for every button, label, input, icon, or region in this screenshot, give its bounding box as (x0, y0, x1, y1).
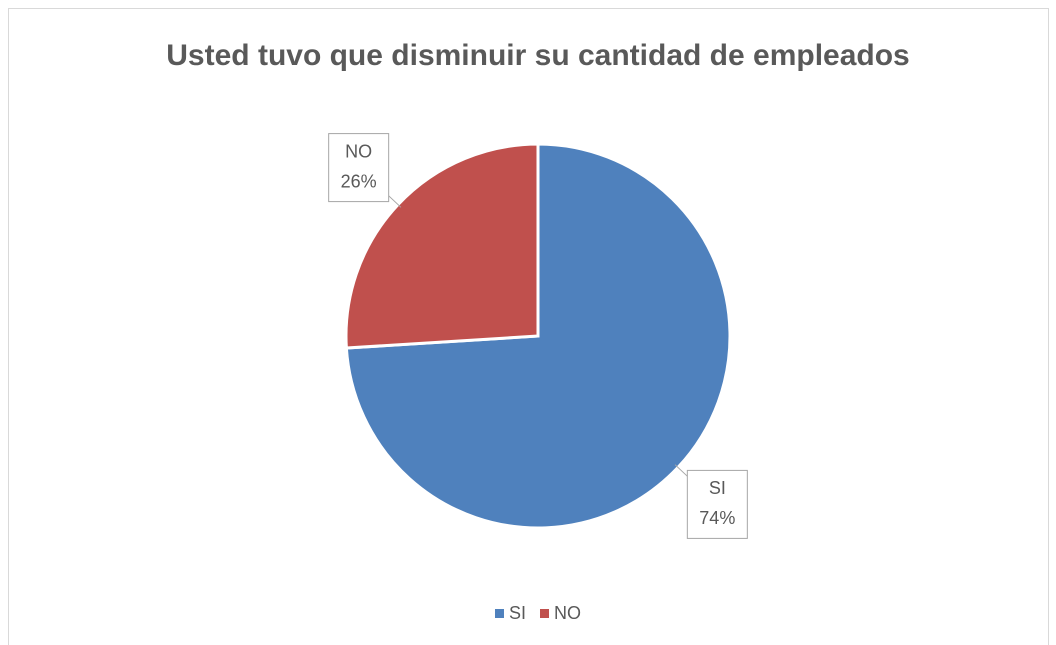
legend-label: NO (554, 603, 581, 623)
legend-label: SI (509, 603, 526, 623)
data-label-value: 26% (341, 171, 377, 191)
chart-title: Usted tuvo que disminuir su cantidad de … (166, 39, 909, 72)
data-label-box (328, 133, 390, 203)
data-label-box (686, 469, 748, 539)
data-label-category: NO (345, 141, 372, 161)
legend-swatch (540, 609, 550, 618)
legend-swatch (494, 609, 504, 618)
data-label-category: SI (709, 478, 726, 498)
data-label-value: 74% (699, 508, 735, 528)
legend: SI NO (494, 603, 581, 623)
